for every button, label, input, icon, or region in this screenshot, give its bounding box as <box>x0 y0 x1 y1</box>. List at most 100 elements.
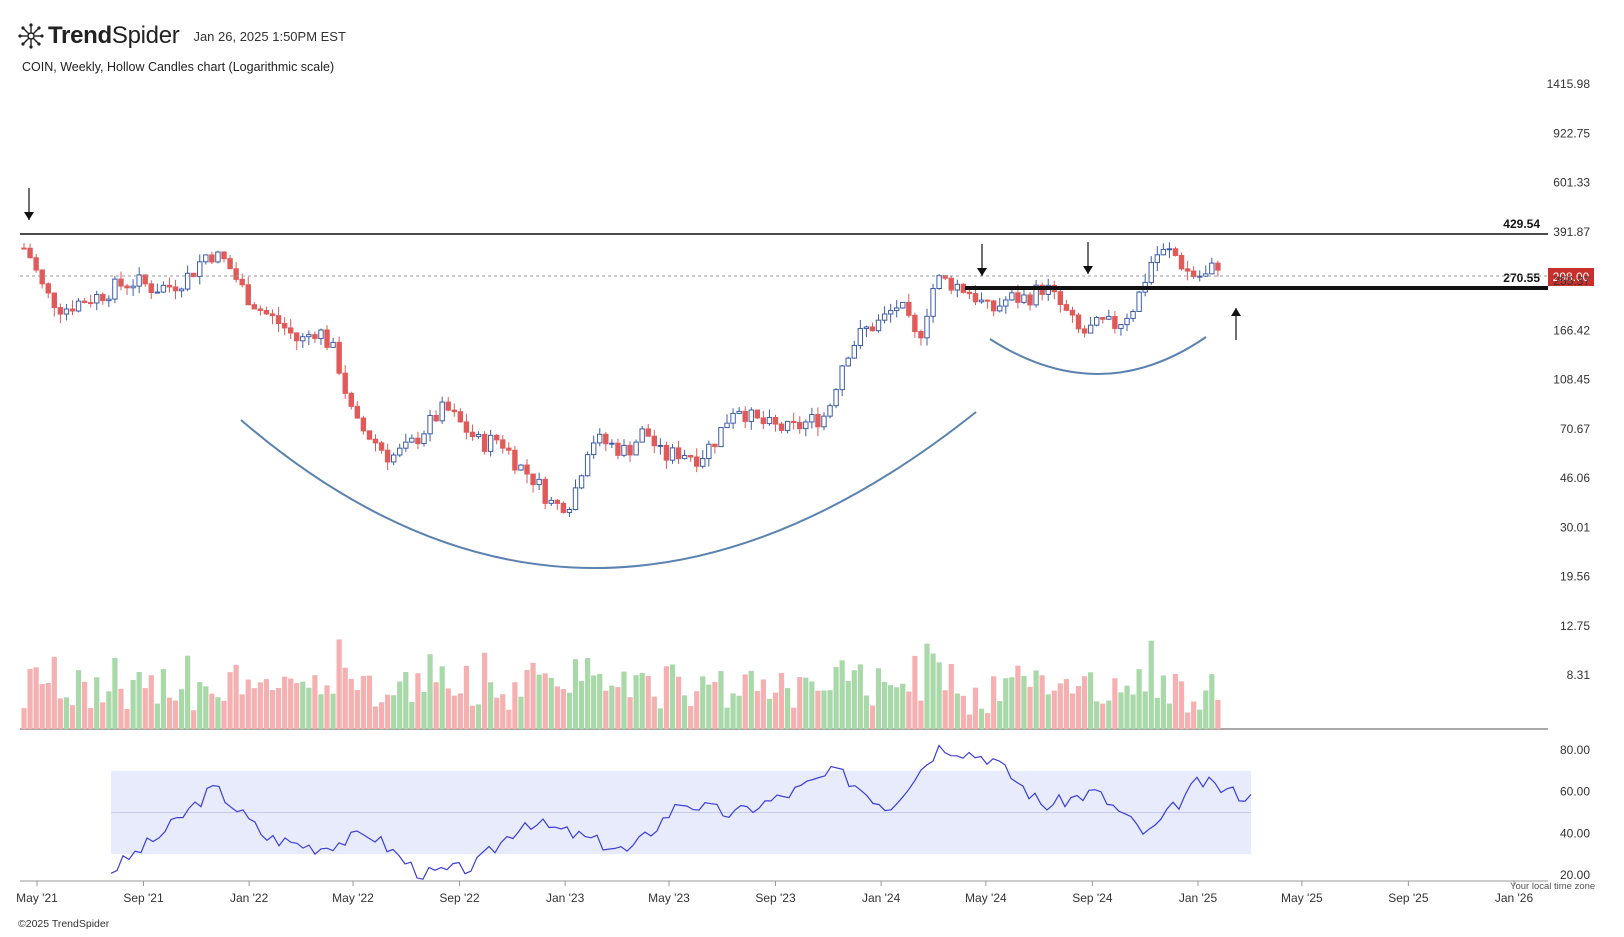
volume-bar <box>112 657 118 729</box>
candle-body <box>875 319 882 332</box>
volume-bar <box>1057 683 1063 729</box>
volume-bar <box>585 658 591 729</box>
volume-bar <box>833 667 839 729</box>
x-tick-label: Sep '25 <box>1388 891 1429 905</box>
volume-bar <box>39 683 45 729</box>
x-tick-label: May '23 <box>648 891 690 905</box>
candle-body <box>1124 317 1130 326</box>
candle-body <box>81 300 88 304</box>
volume-bar <box>1142 691 1148 729</box>
volume-bar <box>488 682 494 729</box>
candle-body <box>239 278 245 286</box>
candle-body <box>1063 304 1070 311</box>
volume-bar <box>124 709 130 729</box>
candle-body <box>130 285 136 289</box>
candle-body <box>172 286 179 292</box>
candle-body <box>948 277 954 291</box>
volume-bar <box>324 685 330 729</box>
candle-body <box>572 487 579 511</box>
volume-bar <box>336 639 342 729</box>
candle-body <box>154 291 161 294</box>
candle-body <box>681 455 688 460</box>
volume-bar <box>160 669 167 729</box>
candle-body <box>1197 275 1203 278</box>
up-arrow-jan25-head <box>1231 308 1241 316</box>
candle-body <box>645 428 651 437</box>
volume-bar <box>469 705 476 729</box>
volume-bar <box>530 662 536 729</box>
candle-body <box>294 332 300 342</box>
volume-bar <box>1172 673 1179 729</box>
volume-bar <box>948 664 954 729</box>
volume-bar <box>675 676 682 729</box>
rsi-panel: 80.00 60.00 40.00 20.00 <box>110 743 1590 882</box>
volume-bar <box>366 675 373 729</box>
candle-body <box>657 444 664 447</box>
volume-bar <box>1124 685 1130 729</box>
volume-bar <box>282 676 288 729</box>
rsi-line <box>110 744 1252 880</box>
volume-bar <box>1039 675 1045 729</box>
volume-bar <box>463 665 470 729</box>
candle-body <box>403 441 409 449</box>
price-tick-label: 391.87 <box>1553 225 1590 239</box>
last-price-badge <box>1548 268 1594 286</box>
volume-bar <box>342 667 348 729</box>
volume-bar <box>772 692 779 729</box>
volume-bar <box>215 697 221 729</box>
volume-bar <box>633 675 639 729</box>
volume-bar <box>415 673 421 729</box>
candle-body <box>1081 328 1088 334</box>
volume-bar <box>166 697 173 729</box>
candle-body <box>1093 317 1100 326</box>
volume-bar <box>851 670 857 729</box>
candle-body <box>1154 254 1161 263</box>
volume-bar <box>1215 699 1221 729</box>
volume-bar <box>991 676 997 729</box>
candle-body <box>754 409 761 419</box>
volume-bar <box>566 692 573 729</box>
candle-body <box>209 254 215 263</box>
volume-bar <box>972 687 979 729</box>
volume-bar <box>766 698 773 729</box>
volume-bar <box>906 691 912 729</box>
volume-bar <box>985 713 991 729</box>
volume-bar <box>597 673 603 729</box>
volume-bar <box>724 707 730 729</box>
candle-body <box>203 254 209 263</box>
volume-bar <box>51 656 57 729</box>
copyright: ©2025 TrendSpider <box>18 918 110 930</box>
candle-body <box>984 299 991 302</box>
volume-bar <box>21 708 27 729</box>
candle-body <box>542 478 548 504</box>
volume-bar <box>506 709 512 729</box>
volume-bar <box>294 683 300 729</box>
candle-body <box>415 437 421 445</box>
volume-bar <box>524 669 530 729</box>
volume-bar <box>227 672 233 729</box>
candlesticks <box>21 242 1221 518</box>
volume-bar <box>57 698 63 729</box>
candle-body <box>718 427 724 448</box>
price-tick-label: 30.01 <box>1560 520 1590 534</box>
volume-bar <box>815 690 821 729</box>
volume-bar <box>372 706 379 729</box>
volume-bar <box>960 695 966 729</box>
candle-body <box>245 284 251 306</box>
candle-body <box>530 473 536 486</box>
candle-body <box>887 310 894 315</box>
volume-bar <box>275 687 282 729</box>
candle-body <box>384 449 391 463</box>
volume-bar <box>681 695 688 729</box>
price-tick-label: 166.42 <box>1553 323 1590 337</box>
volume-bar <box>1166 703 1173 729</box>
cup-curve-small <box>989 336 1207 375</box>
candle-body <box>724 422 730 429</box>
candle-body <box>651 435 657 447</box>
volume-bar <box>1075 685 1082 729</box>
candle-body <box>924 315 930 339</box>
candle-body <box>1166 248 1173 251</box>
volume-bar <box>591 675 597 729</box>
candle-body <box>281 322 288 329</box>
